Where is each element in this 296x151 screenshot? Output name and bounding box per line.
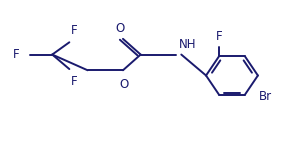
Text: O: O	[120, 79, 129, 92]
Text: Br: Br	[259, 90, 272, 103]
Text: NH: NH	[179, 38, 197, 51]
Text: F: F	[13, 48, 20, 61]
Text: F: F	[216, 30, 222, 43]
Text: F: F	[71, 75, 77, 88]
Text: F: F	[71, 24, 77, 37]
Text: O: O	[115, 22, 125, 35]
